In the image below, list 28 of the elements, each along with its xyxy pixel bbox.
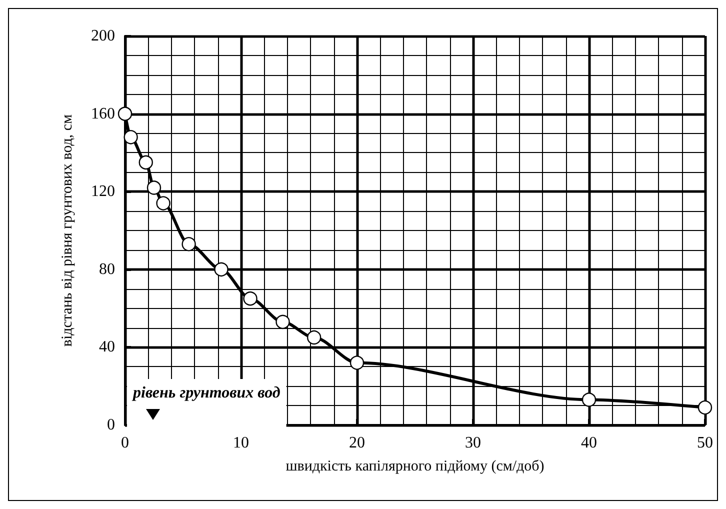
point (138, 155, 153, 170)
point (306, 330, 322, 345)
x-tick-label: 50 (697, 434, 713, 452)
point (350, 356, 364, 370)
y-tick-label: 0 (107, 416, 115, 434)
x-tick-label: 20 (349, 434, 365, 452)
x-tick-label: 40 (581, 434, 597, 452)
point (214, 262, 228, 276)
y-axis-title: відстань від рівня грунтових вод, см (60, 114, 76, 347)
point (124, 130, 138, 144)
point (276, 314, 290, 330)
point (156, 196, 170, 210)
y-tick-label: 200 (91, 28, 115, 44)
point (118, 106, 132, 121)
point (182, 237, 196, 252)
point (146, 180, 162, 195)
annotation: рівень грунтових вод (131, 384, 280, 402)
y-tick-label: 120 (91, 183, 115, 200)
point (582, 392, 596, 407)
y-tick-label: 160 (91, 105, 115, 122)
x-tick-label: 0 (121, 434, 129, 452)
x-tick-label: 30 (465, 434, 481, 452)
y-tick-label: 80 (99, 260, 115, 278)
x-axis-title: швидкість капілярного підйому (см/доб) (286, 458, 544, 474)
point (698, 400, 712, 415)
point (243, 291, 258, 306)
x-tick-label: 10 (233, 434, 249, 452)
y-tick-label: 40 (99, 338, 115, 356)
